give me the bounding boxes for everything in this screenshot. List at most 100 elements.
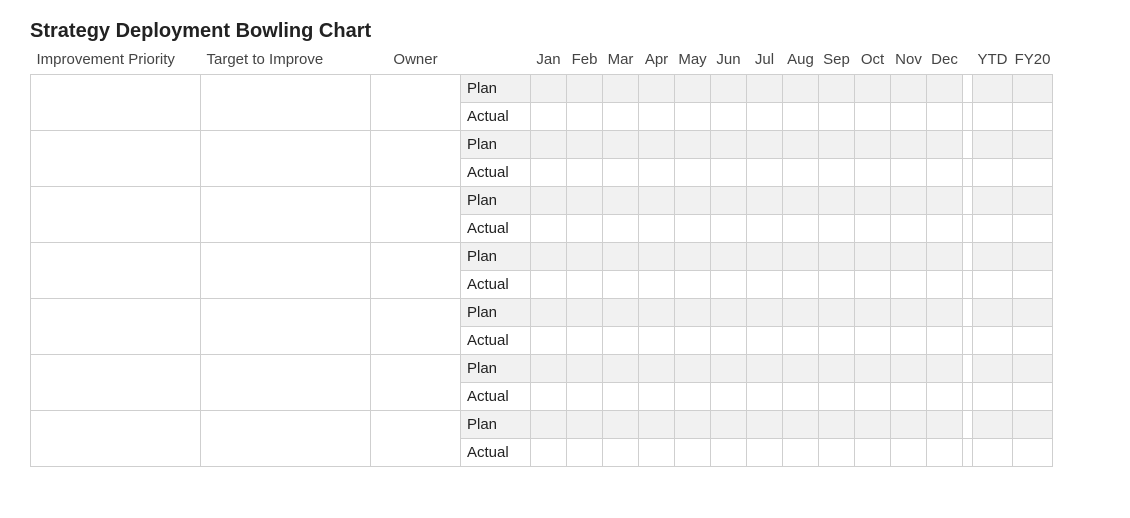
month-cell [927, 243, 963, 271]
month-cell [639, 103, 675, 131]
month-cell [819, 439, 855, 467]
month-cell [531, 271, 567, 299]
owner-cell [371, 131, 461, 187]
month-cell [855, 355, 891, 383]
month-cell [675, 103, 711, 131]
col-header-summary-0: YTD [973, 49, 1013, 75]
month-cell [531, 159, 567, 187]
month-cell [819, 159, 855, 187]
col-header-month-0: Jan [531, 49, 567, 75]
ytd-cell [973, 215, 1013, 243]
month-cell [855, 327, 891, 355]
table-row: Plan [31, 75, 1053, 103]
col-header-month-4: May [675, 49, 711, 75]
month-cell [891, 383, 927, 411]
month-cell [711, 187, 747, 215]
month-cell [927, 355, 963, 383]
month-cell [711, 159, 747, 187]
month-cell [567, 355, 603, 383]
month-cell [675, 355, 711, 383]
col-header-month-9: Oct [855, 49, 891, 75]
month-cell [603, 439, 639, 467]
month-cell [567, 271, 603, 299]
month-cell [927, 383, 963, 411]
target-cell [201, 299, 371, 355]
gap-cell [963, 327, 973, 355]
owner-cell [371, 355, 461, 411]
month-cell [531, 439, 567, 467]
month-cell [927, 411, 963, 439]
month-cell [855, 131, 891, 159]
rowtype-cell: Actual [461, 271, 531, 299]
month-cell [567, 215, 603, 243]
rowtype-cell: Actual [461, 439, 531, 467]
month-cell [747, 327, 783, 355]
month-cell [603, 411, 639, 439]
month-cell [891, 75, 927, 103]
month-cell [891, 243, 927, 271]
month-cell [531, 383, 567, 411]
gap-cell [963, 383, 973, 411]
month-cell [783, 355, 819, 383]
month-cell [819, 411, 855, 439]
fy-cell [1013, 75, 1053, 103]
month-cell [567, 187, 603, 215]
month-cell [819, 327, 855, 355]
month-cell [927, 299, 963, 327]
month-cell [603, 75, 639, 103]
col-header-month-5: Jun [711, 49, 747, 75]
fy-cell [1013, 439, 1053, 467]
ytd-cell [973, 411, 1013, 439]
month-cell [711, 103, 747, 131]
month-cell [783, 103, 819, 131]
month-cell [675, 271, 711, 299]
month-cell [927, 327, 963, 355]
month-cell [819, 103, 855, 131]
month-cell [531, 411, 567, 439]
month-cell [711, 131, 747, 159]
gap-cell [963, 103, 973, 131]
month-cell [531, 131, 567, 159]
month-cell [531, 103, 567, 131]
month-cell [819, 215, 855, 243]
fy-cell [1013, 383, 1053, 411]
target-cell [201, 243, 371, 299]
owner-cell [371, 243, 461, 299]
ytd-cell [973, 159, 1013, 187]
fy-cell [1013, 327, 1053, 355]
month-cell [855, 215, 891, 243]
table-row: Plan [31, 243, 1053, 271]
month-cell [531, 187, 567, 215]
month-cell [639, 243, 675, 271]
target-cell [201, 131, 371, 187]
ytd-cell [973, 299, 1013, 327]
month-cell [639, 327, 675, 355]
fy-cell [1013, 243, 1053, 271]
month-cell [747, 411, 783, 439]
table-body: PlanActualPlanActualPlanActualPlanActual… [31, 75, 1053, 467]
month-cell [567, 383, 603, 411]
ytd-cell [973, 439, 1013, 467]
gap-cell [963, 75, 973, 103]
month-cell [531, 75, 567, 103]
col-header-target: Target to Improve [201, 49, 371, 75]
month-cell [711, 327, 747, 355]
rowtype-cell: Plan [461, 355, 531, 383]
month-cell [531, 243, 567, 271]
col-header-month-2: Mar [603, 49, 639, 75]
rowtype-cell: Actual [461, 215, 531, 243]
month-cell [927, 271, 963, 299]
month-cell [747, 383, 783, 411]
month-cell [747, 271, 783, 299]
month-cell [747, 75, 783, 103]
month-cell [567, 75, 603, 103]
table-head: Improvement PriorityTarget to ImproveOwn… [31, 49, 1053, 75]
rowtype-cell: Actual [461, 159, 531, 187]
month-cell [531, 327, 567, 355]
month-cell [675, 75, 711, 103]
month-cell [675, 243, 711, 271]
month-cell [819, 187, 855, 215]
month-cell [603, 383, 639, 411]
month-cell [711, 271, 747, 299]
col-header-month-8: Sep [819, 49, 855, 75]
